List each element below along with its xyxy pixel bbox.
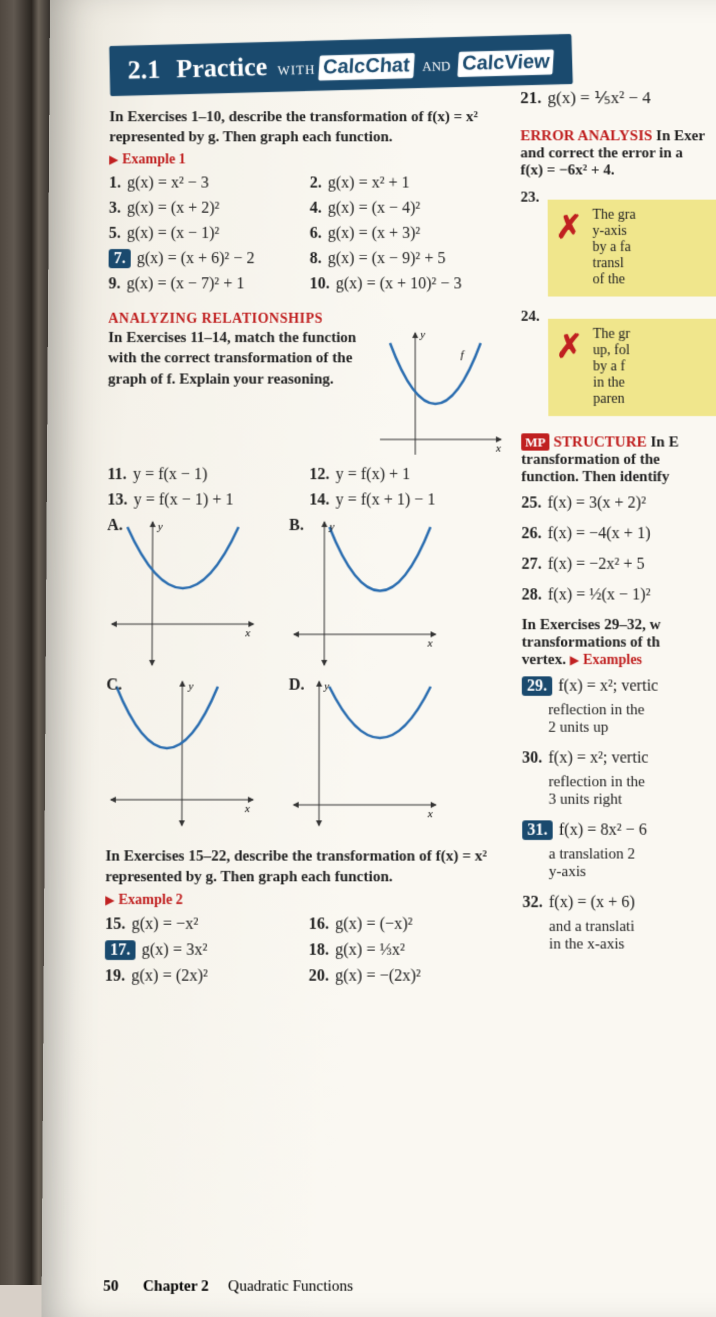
left-column: In Exercises 1–10, describe the transfor… [105, 108, 513, 993]
choice-a-graph: A. x y [106, 517, 258, 670]
choice-c-graph: C. x y [106, 676, 259, 830]
svg-text:x: x [495, 442, 501, 454]
problem-20: 20.g(x) = −(2x)² [309, 967, 513, 986]
problem-1: 1.g(x) = x² − 3 [109, 174, 310, 192]
example2-link: ▶ Example 2 [105, 892, 512, 910]
error-analysis-heading: ERROR ANALYSIS In Exer [520, 128, 716, 145]
problem-6: 6.g(x) = (x + 3)² [310, 225, 511, 243]
block4-instr-3: vertex. ▶ Examples [522, 652, 716, 669]
problem-11: 11.y = f(x − 1) [107, 466, 309, 484]
problem-31: 31.f(x) = 8x² − 6 [522, 821, 716, 840]
right-column: 21.g(x) = ⅕x² − 4 ERROR ANALYSIS In Exer… [520, 88, 716, 954]
problem-3: 3.g(x) = (x + 2)² [109, 200, 310, 218]
error-box-23: ✗ The gray-axis by a fatransl of the [547, 200, 716, 297]
problem-5: 5.g(x) = (x − 1)² [109, 225, 310, 243]
choice-row-ab: A. x y B. x [106, 517, 511, 670]
problems-25-28: 25.f(x) = 3(x + 2)² 26.f(x) = −4(x + 1) … [521, 494, 716, 604]
problem-14: 14.y = f(x + 1) − 1 [309, 491, 511, 509]
section-title: Practice [176, 52, 268, 83]
problem-29: 29.f(x) = x²; vertic [522, 677, 716, 695]
problem-9: 9.g(x) = (x − 7)² + 1 [108, 275, 309, 293]
problems-29-32: 29.f(x) = x²; vertic reflection in the 2… [522, 677, 716, 953]
chapter-title: Quadratic Functions [228, 1278, 353, 1295]
mp-para-2: function. Then identify [521, 469, 716, 486]
problem-18: 18.g(x) = ⅓x² [309, 941, 513, 960]
problem-23-num: 23. [521, 190, 540, 297]
problem-26: 26.f(x) = −4(x + 1) [521, 525, 716, 543]
block1-instructions: In Exercises 1–10, describe the transfor… [109, 108, 510, 147]
mp-para-1: transformation of the [521, 452, 716, 469]
x-mark-icon: ✗ [556, 327, 583, 365]
error-box-24: ✗ The grup, fol by a fin the paren [548, 319, 716, 416]
svg-text:y: y [328, 521, 334, 533]
problem-32: 32.f(x) = (x + 6) [522, 894, 716, 913]
svg-text:x: x [427, 808, 433, 820]
problem-15: 15.g(x) = −x² [105, 915, 309, 934]
block3-instructions: In Exercises 15–22, describe the transfo… [105, 847, 512, 887]
block4-instr-2: transformations of th [522, 634, 716, 651]
svg-text:y: y [419, 329, 425, 341]
svg-text:x: x [244, 627, 250, 639]
chapter-label: Chapter 2 [143, 1278, 209, 1295]
and-label: AND [422, 58, 451, 74]
problem-10: 10.g(x) = (x + 10)² − 3 [310, 275, 511, 293]
problem-4: 4.g(x) = (x − 4)² [310, 200, 511, 218]
section-header: 2.1 Practice WITH CalcChat AND CalcView [109, 34, 572, 96]
problem-24-num: 24. [521, 309, 540, 416]
svg-text:x: x [244, 803, 250, 815]
choice-d-graph: D. x y [289, 676, 441, 830]
problem-25: 25.f(x) = 3(x + 2)² [521, 494, 716, 512]
page-number: 50 [103, 1278, 118, 1295]
error-text-2: and correct the error in a [520, 145, 716, 162]
mp-structure-heading: MP STRUCTURE In E [521, 434, 716, 451]
problem-28: 28.f(x) = ½(x − 1)² [522, 586, 716, 604]
problem-13: 13.y = f(x − 1) + 1 [107, 491, 309, 509]
x-mark-icon: ✗ [555, 208, 582, 246]
problems-11-14: 11.y = f(x − 1) 12.y = f(x) + 1 13.y = f… [107, 466, 511, 510]
svg-text:y: y [157, 521, 163, 533]
error-eq: f(x) = −6x² + 4. [520, 162, 716, 179]
problem-16: 16.g(x) = (−x)² [309, 915, 513, 934]
error-23-text: The gray-axis by a fatransl of the [592, 208, 636, 289]
problems-1-10: 1.g(x) = x² − 3 2.g(x) = x² + 1 3.g(x) =… [108, 174, 510, 293]
reference-graph-f: x y f [370, 328, 511, 460]
svg-text:x: x [427, 637, 433, 649]
page-footer: 50 Chapter 2 Quadratic Functions [103, 1278, 353, 1296]
problem-30: 30.f(x) = x²; vertic [522, 749, 716, 768]
problems-15-20: 15.g(x) = −x² 16.g(x) = (−x)² 17.g(x) = … [105, 915, 513, 985]
problem-19: 19.g(x) = (2x)² [105, 967, 309, 986]
error-24-text: The grup, fol by a fin the paren [593, 327, 631, 408]
with-label: WITH [277, 62, 315, 78]
brand-calcview: CalcView [458, 49, 555, 77]
svg-text:y: y [187, 680, 193, 692]
problem-12: 12.y = f(x) + 1 [309, 466, 511, 484]
choice-row-cd: C. x y D. x y [106, 676, 512, 830]
choice-b-graph: B. x y [289, 517, 441, 670]
block4-instr-1: In Exercises 29–32, w [522, 617, 716, 634]
problem-7: 7.g(x) = (x + 6)² − 2 [109, 250, 310, 268]
svg-text:f: f [461, 349, 466, 361]
problem-2: 2.g(x) = x² + 1 [310, 174, 511, 192]
section-number: 2.1 [127, 55, 160, 85]
svg-text:y: y [323, 680, 329, 692]
block2-para: In Exercises 11–14, match the function w… [108, 328, 360, 452]
textbook-page: 2.1 Practice WITH CalcChat AND CalcView … [41, 0, 716, 1317]
analyzing-heading: ANALYZING RELATIONSHIPS [108, 312, 511, 328]
problem-17: 17.g(x) = 3x² [105, 941, 309, 960]
brand-calcchat: CalcChat [319, 53, 415, 81]
problem-21: 21.g(x) = ⅕x² − 4 [520, 88, 716, 108]
problem-27: 27.f(x) = −2x² + 5 [521, 556, 716, 574]
problem-8: 8.g(x) = (x − 9)² + 5 [310, 250, 511, 268]
example1-link: ▶ Example 1 [109, 151, 510, 168]
